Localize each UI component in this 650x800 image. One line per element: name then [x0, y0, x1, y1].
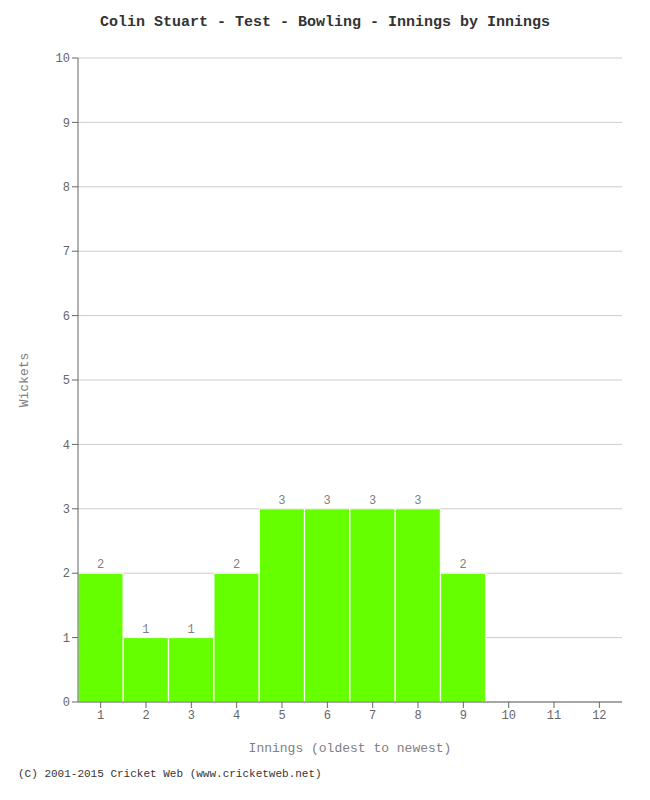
svg-text:3: 3 — [188, 709, 195, 723]
svg-text:10: 10 — [56, 52, 70, 66]
svg-text:1: 1 — [188, 623, 195, 637]
svg-text:3: 3 — [278, 494, 285, 508]
svg-text:2: 2 — [97, 558, 104, 572]
svg-text:3: 3 — [324, 494, 331, 508]
svg-text:9: 9 — [460, 709, 467, 723]
svg-text:3: 3 — [63, 503, 70, 517]
svg-text:2: 2 — [460, 558, 467, 572]
svg-text:Innings (oldest to newest): Innings (oldest to newest) — [249, 741, 452, 756]
svg-text:4: 4 — [63, 439, 70, 453]
svg-text:5: 5 — [278, 709, 285, 723]
svg-text:3: 3 — [369, 494, 376, 508]
svg-text:12: 12 — [592, 709, 606, 723]
svg-text:1: 1 — [63, 632, 70, 646]
svg-text:7: 7 — [369, 709, 376, 723]
svg-text:7: 7 — [63, 245, 70, 259]
svg-text:1: 1 — [142, 623, 149, 637]
svg-text:0: 0 — [63, 696, 70, 710]
html-text:Colin Stuart - Test - Bowling: Colin Stuart - Test - Bowling - Innings … — [100, 14, 550, 31]
svg-text:2: 2 — [63, 567, 70, 581]
svg-text:10: 10 — [501, 709, 515, 723]
svg-text:11: 11 — [547, 709, 561, 723]
svg-text:2: 2 — [233, 558, 240, 572]
svg-text:6: 6 — [324, 709, 331, 723]
svg-text:2: 2 — [142, 709, 149, 723]
svg-text:8: 8 — [63, 181, 70, 195]
svg-text:1: 1 — [97, 709, 104, 723]
svg-text:Wickets: Wickets — [17, 353, 32, 408]
svg-text:3: 3 — [414, 494, 421, 508]
html-text:(C) 2001-2015 Cricket Web (www: (C) 2001-2015 Cricket Web (www.cricketwe… — [18, 768, 322, 780]
svg-text:8: 8 — [414, 709, 421, 723]
svg-text:6: 6 — [63, 310, 70, 324]
svg-text:9: 9 — [63, 117, 70, 131]
svg-text:4: 4 — [233, 709, 240, 723]
svg-text:5: 5 — [63, 374, 70, 388]
